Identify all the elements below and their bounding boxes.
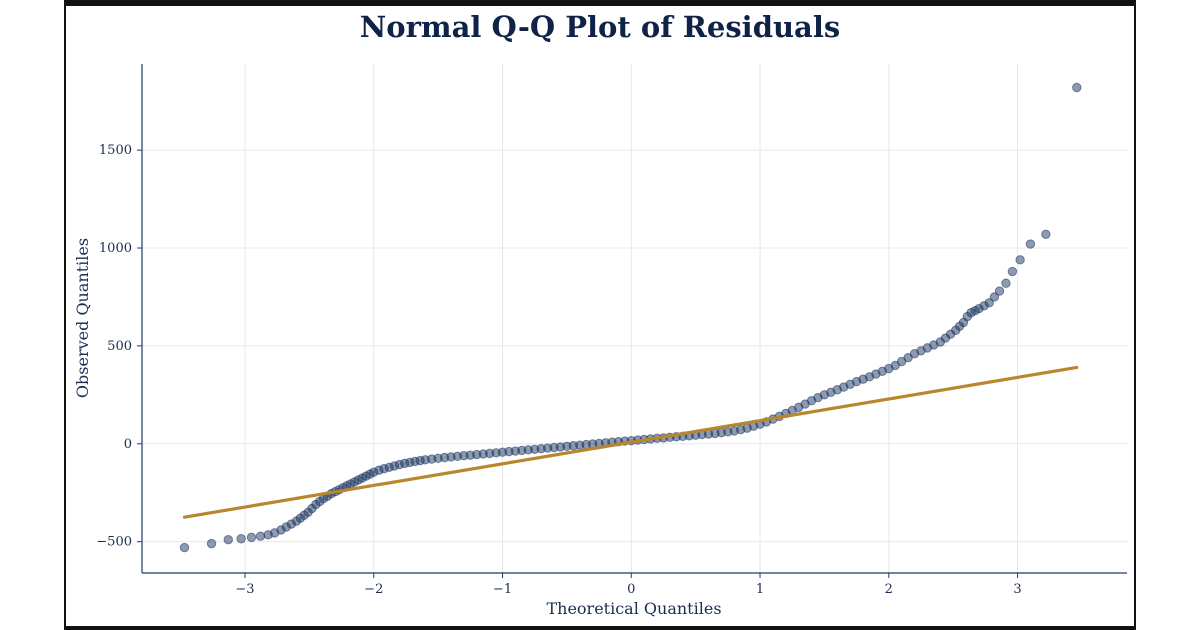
y-axis-title: Observed Quantiles xyxy=(73,238,92,398)
chart-title: Normal Q-Q Plot of Residuals xyxy=(359,10,841,44)
x-tick-label: −2 xyxy=(364,582,383,597)
data-point xyxy=(994,286,1005,296)
data-point xyxy=(1041,229,1051,240)
y-tick-label: 0 xyxy=(124,437,132,452)
reference-line-group xyxy=(182,365,1079,519)
data-point xyxy=(1025,239,1036,249)
data-point xyxy=(1007,266,1018,277)
tick-labels: −3 −2 −1 0 1 2 3 −500 0 500 1000 1500 xyxy=(96,143,1021,597)
data-point xyxy=(255,531,266,541)
x-tick-label: 0 xyxy=(627,582,635,597)
data-point xyxy=(1015,255,1025,265)
reference-line xyxy=(182,365,1079,519)
x-axis-title: Theoretical Quantiles xyxy=(546,599,721,618)
data-point xyxy=(179,542,190,553)
data-point xyxy=(236,534,246,544)
data-point xyxy=(246,532,257,543)
y-tick-label: 1500 xyxy=(99,143,132,158)
x-tick-label: −3 xyxy=(235,582,254,597)
data-point xyxy=(1001,278,1011,288)
data-points xyxy=(179,82,1082,553)
grid xyxy=(142,64,1127,573)
data-point xyxy=(206,538,217,549)
data-point xyxy=(984,298,994,308)
x-tick-label: 2 xyxy=(885,582,893,597)
axes xyxy=(141,64,1127,574)
chart-frame xyxy=(64,0,1136,630)
data-point xyxy=(223,535,233,545)
x-tick-label: −1 xyxy=(493,582,512,597)
y-tick-label: 500 xyxy=(107,339,132,354)
x-tick-label: 1 xyxy=(756,582,764,597)
x-tick-label: 3 xyxy=(1013,582,1021,597)
y-tick-label: 1000 xyxy=(99,241,132,256)
data-point xyxy=(1072,82,1082,93)
y-tick-label: −500 xyxy=(96,535,132,550)
data-point xyxy=(989,292,1000,302)
